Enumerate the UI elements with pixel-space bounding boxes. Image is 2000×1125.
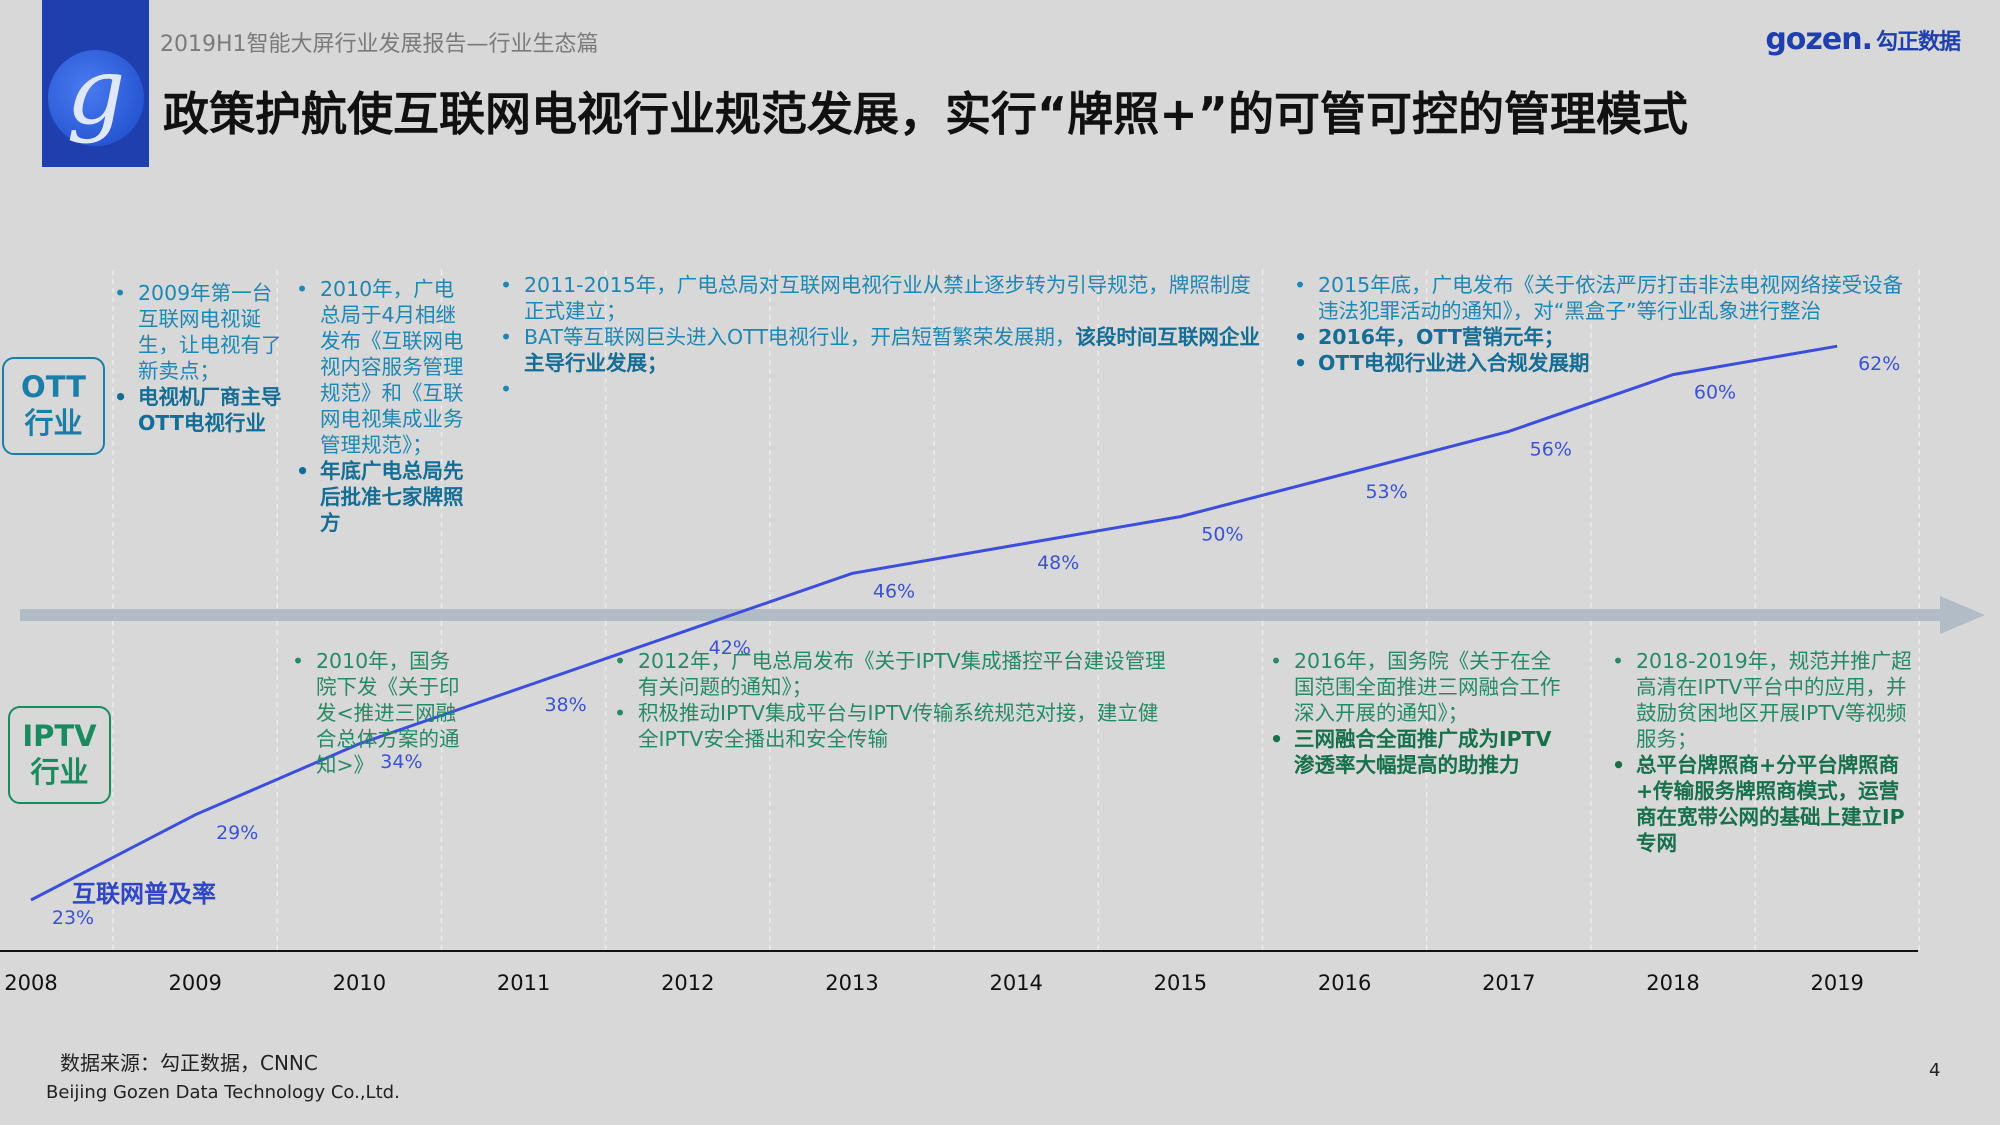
x-tick-label: 2015 xyxy=(1154,971,1207,995)
note-bullet: BAT等互联网巨头进入OTT电视行业，开启短暂繁荣发展期，该段时间互联网企业主导… xyxy=(494,324,1260,376)
data-label: 23% xyxy=(52,907,94,929)
data-label: 48% xyxy=(1037,552,1079,574)
note-bullet: 2010年，广电总局于4月相继发布《互联网电视内容服务管理规范》和《互联网电视集… xyxy=(290,276,468,458)
company-name: Beijing Gozen Data Technology Co.,Ltd. xyxy=(46,1082,400,1103)
ott-note-2010: 2010年，广电总局于4月相继发布《互联网电视内容服务管理规范》和《互联网电视集… xyxy=(290,276,468,536)
page-number: 4 xyxy=(1929,1060,1941,1081)
iptv-note-2012: 2012年，广电总局发布《关于IPTV集成播控平台建设管理有关问题的通知》；积极… xyxy=(608,648,1168,752)
logo-block: g xyxy=(42,0,149,167)
note-bullet: OTT电视行业进入合规发展期 xyxy=(1288,350,1918,376)
ott-note-2011-2015: 2011-2015年，广电总局对互联网电视行业从禁止逐步转为引导规范，牌照制度正… xyxy=(494,272,1260,402)
note-bullet: 总平台牌照商+分平台牌照商+传输服务牌照商模式，运营商在宽带公网的基础上建立IP… xyxy=(1606,752,1918,856)
x-tick-label: 2018 xyxy=(1646,971,1699,995)
data-label: 29% xyxy=(216,822,258,844)
x-tick-label: 2017 xyxy=(1482,971,1535,995)
brand-cn: 勾正数据 xyxy=(1875,30,1961,55)
note-bullet: 2016年，OTT营销元年； xyxy=(1288,324,1918,350)
report-subtitle: 2019H1智能大屏行业发展报告—行业生态篇 xyxy=(160,32,599,57)
note-bullet: 2016年，国务院《关于在全国范围全面推进三网融合工作深入开展的通知》； xyxy=(1264,648,1564,726)
data-label: 56% xyxy=(1530,438,1572,460)
x-tick-label: 2019 xyxy=(1810,971,1863,995)
x-tick-label: 2016 xyxy=(1318,971,1371,995)
iptv-industry-tag: IPTV 行业 xyxy=(8,706,111,804)
note-bullet: 电视机厂商主导OTT电视行业 xyxy=(108,384,288,436)
iptv-note-2018-2019: 2018-2019年，规范并推广超高清在IPTV平台中的应用，并鼓励贫困地区开展… xyxy=(1606,648,1918,856)
ott-note-2015-2016: 2015年底，广电发布《关于依法严厉打击非法电视网络接受设备违法犯罪活动的通知》… xyxy=(1288,272,1918,376)
timeline-arrow-head xyxy=(1940,596,1985,634)
x-tick-label: 2014 xyxy=(989,971,1042,995)
note-bullet: 年底广电总局先后批准七家牌照方 xyxy=(290,458,468,536)
data-label: 50% xyxy=(1201,524,1243,546)
ott-industry-tag: OTT 行业 xyxy=(2,357,105,455)
iptv-note-2016: 2016年，国务院《关于在全国范围全面推进三网融合工作深入开展的通知》；三网融合… xyxy=(1264,648,1564,778)
page-title: 政策护航使互联网电视行业规范发展，实行“牌照+”的可管可控的管理模式 xyxy=(163,87,1689,141)
x-tick-label: 2009 xyxy=(168,971,221,995)
x-tick-label: 2008 xyxy=(4,971,57,995)
data-labels: 23%29%34%38%42%46%48%50%53%56%60%62% xyxy=(52,353,1900,929)
note-bullet: 2011-2015年，广电总局对互联网电视行业从禁止逐步转为引导规范，牌照制度正… xyxy=(494,272,1260,324)
x-tick-label: 2010 xyxy=(333,971,386,995)
timeline-arrow-bar xyxy=(20,609,1950,621)
series-label: 互联网普及率 xyxy=(72,880,216,908)
data-label: 38% xyxy=(544,694,586,716)
iptv-note-2010: 2010年，国务院下发《关于印发<推进三网融合总体方案的通知>》 xyxy=(286,648,466,778)
brand-logo: gozen. 勾正数据 xyxy=(1765,22,1961,57)
note-bullet: 2010年，国务院下发《关于印发<推进三网融合总体方案的通知>》 xyxy=(286,648,466,778)
note-bullet: 积极推动IPTV集成平台与IPTV传输系统规范对接，建立健全IPTV安全播出和安… xyxy=(608,700,1168,752)
data-source: 数据来源：勾正数据，CNNC xyxy=(60,1051,318,1075)
x-tick-label: 2011 xyxy=(497,971,550,995)
brand-en: gozen. xyxy=(1765,22,1873,57)
x-axis-tick-labels: 2008 2009 2010 2011 2012 2013 2014 2015 2016 2017… xyxy=(4,971,1864,995)
note-bullet: 2015年底，广电发布《关于依法严厉打击非法电视网络接受设备违法犯罪活动的通知》… xyxy=(1288,272,1918,324)
data-label: 53% xyxy=(1365,481,1407,503)
ott-note-2009: 2009年第一台互联网电视诞生，让电视有了新卖点；电视机厂商主导OTT电视行业 xyxy=(108,280,288,436)
x-tick-label: 2013 xyxy=(825,971,878,995)
note-bullet: 2009年第一台互联网电视诞生，让电视有了新卖点； xyxy=(108,280,288,384)
x-tick-label: 2012 xyxy=(661,971,714,995)
note-bullet: 2012年，广电总局发布《关于IPTV集成播控平台建设管理有关问题的通知》； xyxy=(608,648,1168,700)
note-bullet: 2018-2019年，规范并推广超高清在IPTV平台中的应用，并鼓励贫困地区开展… xyxy=(1606,648,1918,752)
gozen-g-logo-icon: g xyxy=(48,46,144,146)
data-label: 46% xyxy=(873,580,915,602)
note-bullet: 三网融合全面推广成为IPTV渗透率大幅提高的助推力 xyxy=(1264,726,1564,778)
timeline-arrow xyxy=(20,596,1985,634)
data-label: 60% xyxy=(1694,382,1736,404)
